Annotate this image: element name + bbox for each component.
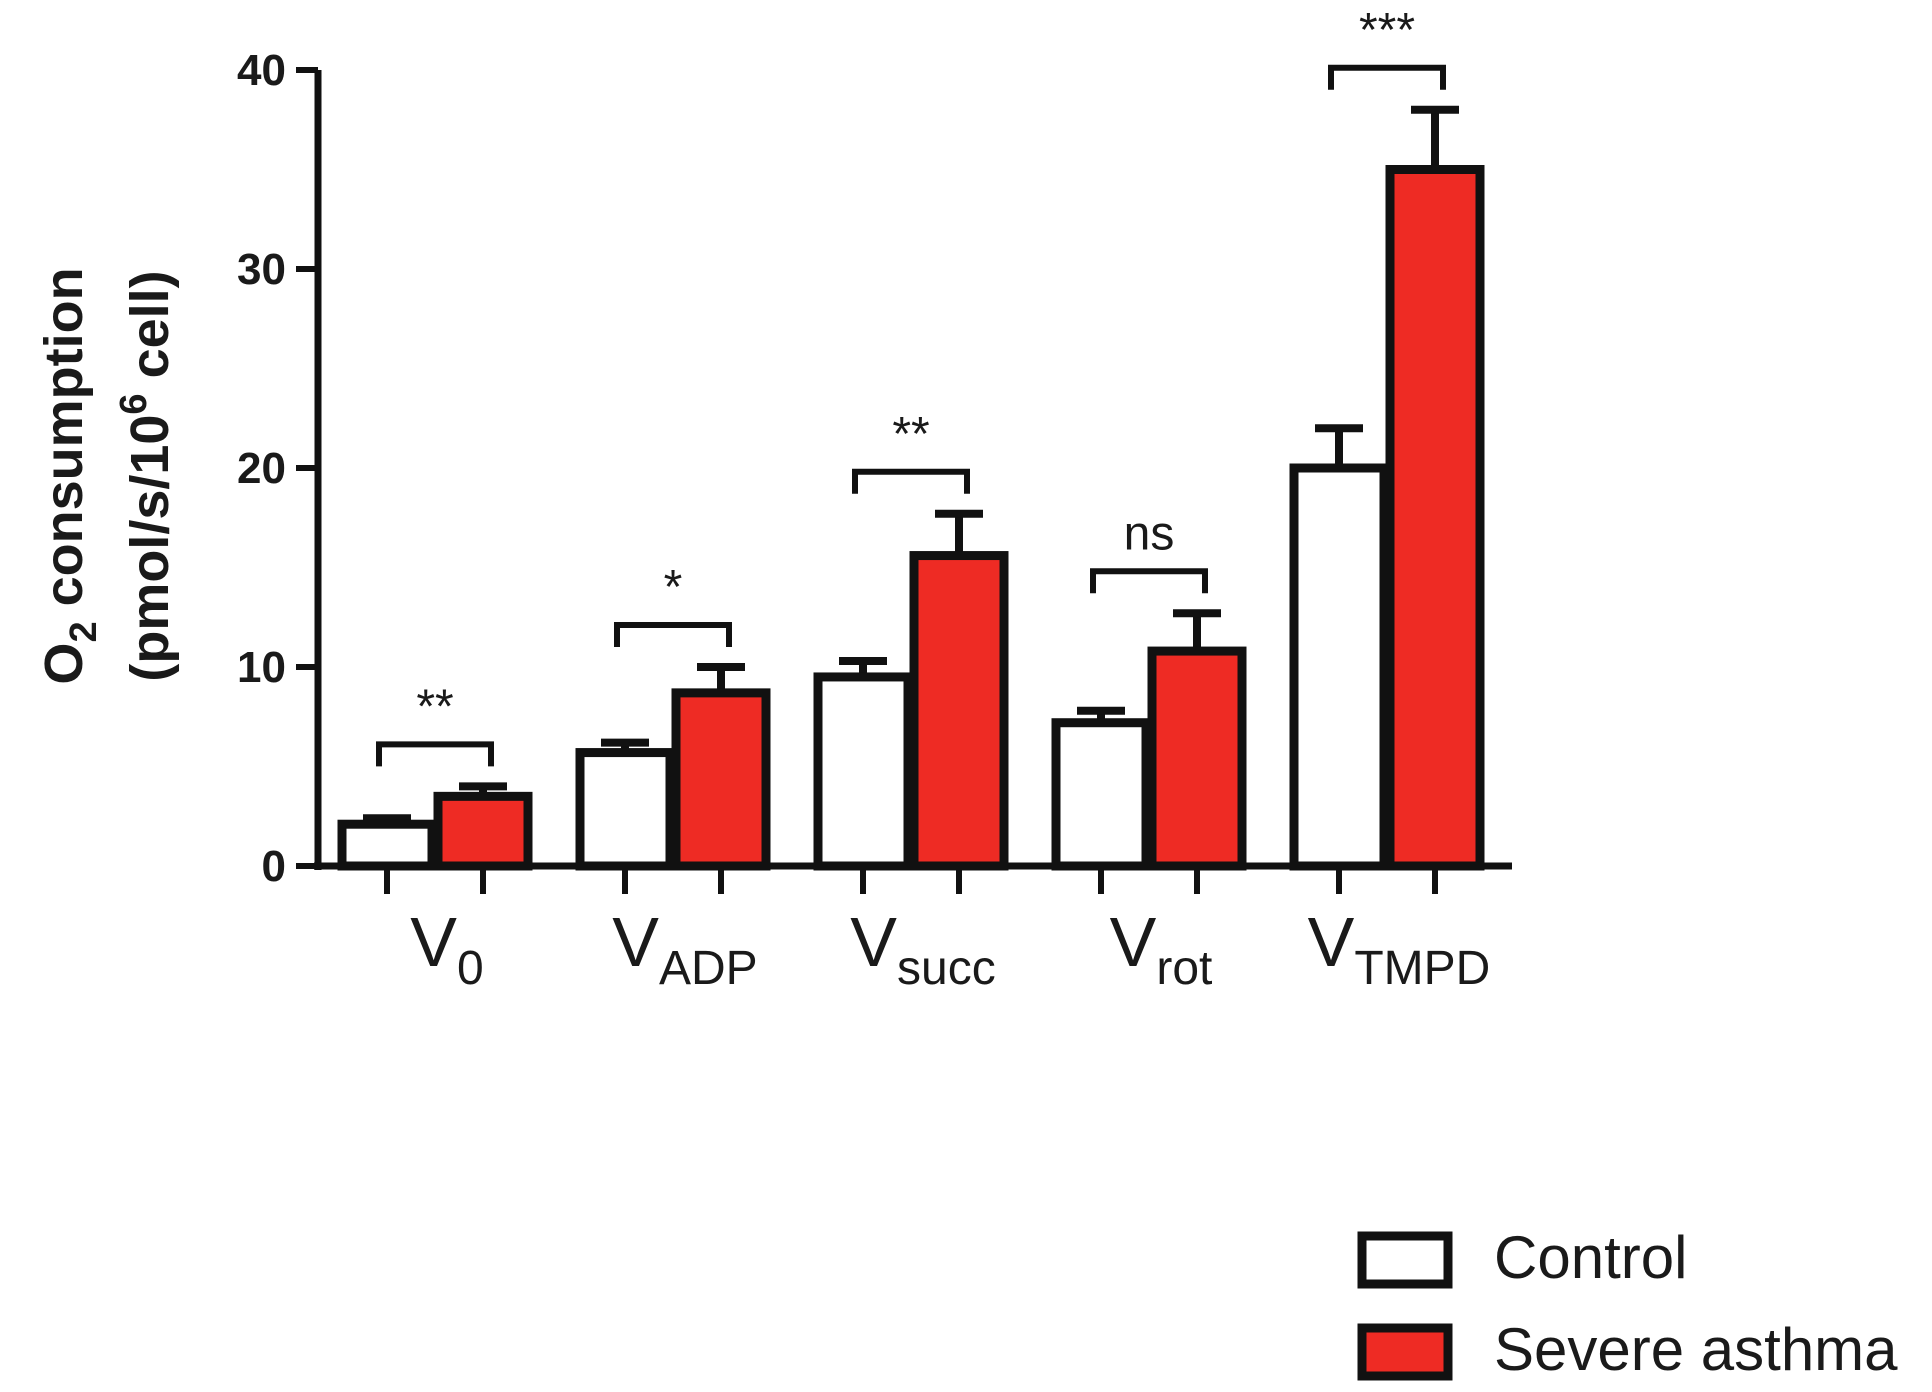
bar-control-4 xyxy=(1289,463,1389,871)
significance-label-4: *** xyxy=(1359,4,1415,57)
axes-layer: 0 10 20 30 40 xyxy=(237,46,1512,894)
bar-control-3 xyxy=(1051,718,1151,871)
bar-severe-asthma-4 xyxy=(1385,165,1485,871)
significance-bracket-1 xyxy=(614,622,732,647)
category-label-2: Vsucc xyxy=(850,903,995,995)
significance-label-3: ns xyxy=(1124,507,1175,560)
legend-label-control: Control xyxy=(1494,1224,1687,1291)
svg-text:O2 consumption: O2 consumption xyxy=(34,267,105,684)
significance-bracket-3 xyxy=(1090,568,1208,594)
y-axis-label-o: O xyxy=(34,643,94,685)
significance-label-0: ** xyxy=(416,680,453,733)
significance-bracket-2 xyxy=(852,468,970,494)
y-axis-label-line2-pre: (pmol/s/10 xyxy=(120,415,180,682)
y-tick-label-4: 40 xyxy=(237,46,286,95)
category-label-main-1: V xyxy=(612,903,659,981)
significance-bracket-0 xyxy=(376,741,494,767)
bar-control-1 xyxy=(575,748,675,871)
legend: Control Severe asthma xyxy=(1357,1224,1898,1383)
category-label-main-2: V xyxy=(850,903,897,981)
svg-text:(pmol/s/106 cell): (pmol/s/106 cell) xyxy=(113,270,180,681)
y-axis-label-line2-post: cell) xyxy=(120,270,180,393)
category-label-sub-4: TMPD xyxy=(1354,942,1490,995)
bars-layer xyxy=(337,105,1485,871)
bar-severe-asthma-3 xyxy=(1147,646,1247,871)
category-label-main-4: V xyxy=(1308,903,1355,981)
category-label-main-3: V xyxy=(1110,903,1157,981)
y-tick-label-2: 20 xyxy=(237,444,286,493)
category-label-1: VADP xyxy=(612,903,757,995)
y-axis-label: O2 consumption (pmol/s/106 cell) xyxy=(34,267,180,684)
significance-label-1: * xyxy=(664,561,683,614)
category-label-sub-2: succ xyxy=(897,942,996,995)
y-axis-label-line2-sup: 6 xyxy=(113,393,155,414)
legend-swatch-control xyxy=(1357,1231,1453,1289)
category-label-main-0: V xyxy=(410,903,457,981)
category-label-sub-3: rot xyxy=(1156,942,1212,995)
bar-severe-asthma-1 xyxy=(671,688,771,871)
y-tick-label-1: 10 xyxy=(237,643,286,692)
bar-control-0 xyxy=(337,819,437,871)
y-tick-label-0: 0 xyxy=(262,842,286,891)
legend-swatch-severe-asthma xyxy=(1357,1323,1453,1381)
y-axis-label-line1: consumption xyxy=(34,267,94,621)
y-axis-label-o-sub: 2 xyxy=(63,621,105,642)
significance-bracket-4 xyxy=(1328,64,1446,90)
bar-severe-asthma-0 xyxy=(433,791,533,871)
category-label-sub-1: ADP xyxy=(659,942,758,995)
category-label-sub-0: 0 xyxy=(457,942,484,995)
category-label-4: VTMPD xyxy=(1308,903,1491,995)
category-label-3: Vrot xyxy=(1110,903,1213,995)
y-tick-label-3: 30 xyxy=(237,245,286,294)
legend-label-severe-asthma: Severe asthma xyxy=(1494,1316,1898,1383)
bar-severe-asthma-2 xyxy=(909,551,1009,871)
bar-control-2 xyxy=(813,672,913,871)
significance-label-2: ** xyxy=(892,408,929,461)
category-label-0: V0 xyxy=(410,903,483,995)
